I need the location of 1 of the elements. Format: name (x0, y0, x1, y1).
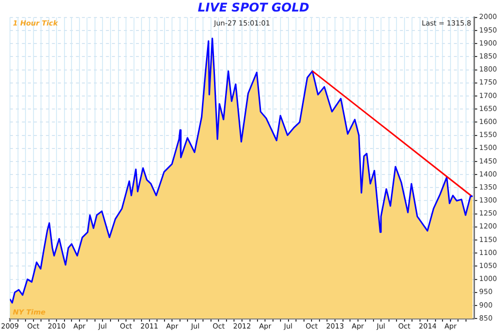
chart-title: LIVE SPOT GOLD (198, 0, 310, 14)
